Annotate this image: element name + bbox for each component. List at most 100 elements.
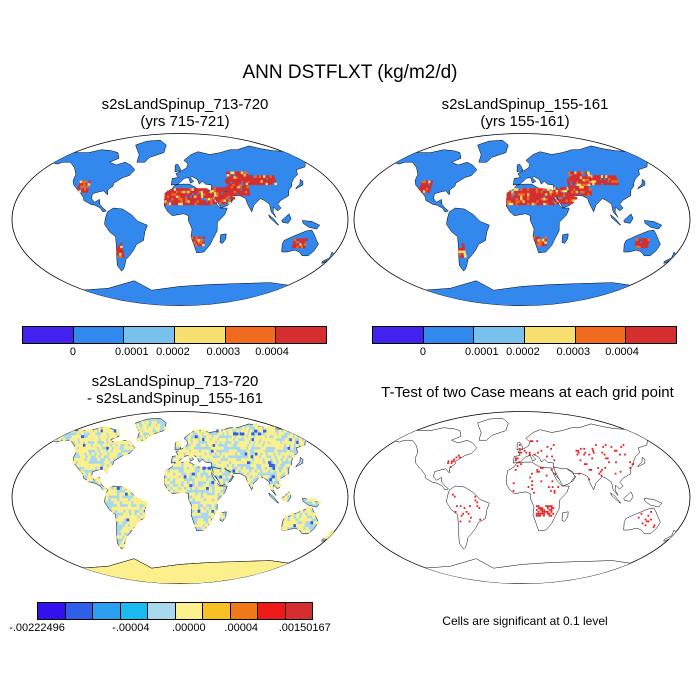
significant-cell [548, 512, 551, 515]
difference-cell [120, 529, 124, 533]
dust-cell [171, 193, 174, 196]
difference-cell [250, 440, 254, 444]
significant-cell [650, 518, 652, 521]
difference-cell [95, 443, 99, 447]
dust-cell [196, 200, 200, 203]
difference-cell [245, 440, 249, 444]
dust-cell [239, 185, 243, 189]
colorbar-swatch [258, 603, 286, 619]
difference-cell [254, 472, 258, 476]
dust-cell [609, 175, 613, 178]
difference-cell [102, 486, 106, 490]
dust-cell [544, 236, 548, 240]
difference-cell [279, 455, 283, 459]
map-panel-top-right [353, 133, 691, 306]
dust-cell [462, 247, 466, 251]
difference-cell [207, 443, 211, 447]
dust-cell [600, 180, 603, 183]
significant-cell [518, 447, 521, 450]
dust-cell [187, 193, 190, 196]
dust-cell [423, 190, 426, 193]
dust-cell [582, 190, 585, 194]
significant-cell [592, 449, 595, 452]
landmass-japan [637, 456, 646, 468]
difference-cell [270, 483, 274, 487]
colorbar-tick-label: .00000 [171, 622, 206, 634]
dust-cell [526, 188, 530, 191]
difference-cell [214, 501, 218, 505]
difference-cell [69, 438, 73, 442]
dust-cell [261, 177, 265, 181]
difference-cell [263, 429, 267, 433]
dust-cell [259, 177, 263, 181]
difference-cell [268, 438, 272, 442]
dust-cell [572, 171, 575, 175]
dust-cell [229, 178, 233, 182]
colorbar-tick-label: 0.0001 [464, 346, 499, 358]
dust-cell [508, 195, 512, 198]
dust-cell [511, 197, 514, 201]
dust-cell [604, 180, 608, 183]
difference-cell [86, 478, 91, 482]
difference-cell [123, 529, 127, 533]
dust-cell [198, 200, 202, 203]
difference-cell [124, 535, 128, 539]
landmass-japan [295, 178, 304, 190]
significant-cell [552, 512, 555, 515]
difference-cell [302, 521, 306, 525]
difference-cell [185, 452, 190, 456]
dust-cell [542, 238, 545, 242]
difference-cell [220, 460, 224, 465]
dust-cell [544, 243, 547, 247]
difference-cell [110, 498, 115, 502]
difference-cell [94, 440, 98, 444]
difference-cell [183, 460, 187, 465]
difference-cell [219, 472, 223, 476]
difference-cell [105, 458, 109, 462]
difference-cell [79, 463, 83, 467]
colorbar-swatch [525, 327, 576, 343]
significant-cell [531, 484, 534, 487]
dust-cell [458, 247, 461, 251]
dust-cell [196, 197, 200, 201]
difference-cell [72, 438, 76, 442]
difference-cell [156, 429, 160, 433]
dust-cell [639, 243, 642, 246]
difference-cell [197, 518, 201, 522]
difference-cell [95, 438, 99, 442]
difference-cell [212, 458, 216, 462]
dust-cell [460, 250, 464, 253]
dust-cell [173, 193, 177, 196]
dust-cell [575, 176, 579, 179]
dust-cell [526, 190, 530, 194]
dust-cell [595, 177, 598, 181]
dust-cell [180, 200, 184, 203]
difference-cell [202, 429, 207, 433]
difference-cell [228, 449, 232, 453]
dust-cell [84, 180, 87, 184]
dust-cell [574, 185, 578, 189]
dust-cell [258, 175, 262, 178]
difference-cell [220, 463, 225, 467]
dust-cell [166, 190, 170, 194]
dust-cell [527, 202, 530, 206]
dust-cell [634, 243, 638, 246]
difference-cell [223, 460, 227, 465]
dust-cell [247, 180, 251, 183]
dust-cell [531, 202, 535, 206]
difference-cell [202, 438, 206, 442]
dust-cell [119, 255, 123, 258]
difference-cell [241, 426, 245, 430]
dust-cell [193, 238, 196, 242]
dust-cell [205, 193, 208, 196]
difference-cell [98, 463, 102, 467]
difference-cell [300, 443, 304, 447]
dust-cell [534, 202, 537, 206]
difference-cell [133, 498, 137, 502]
dust-cell [585, 185, 589, 189]
difference-cell [115, 440, 119, 444]
difference-cell [194, 435, 198, 439]
dust-cell [567, 199, 571, 202]
significant-cell [538, 470, 541, 473]
difference-cell [135, 438, 139, 442]
